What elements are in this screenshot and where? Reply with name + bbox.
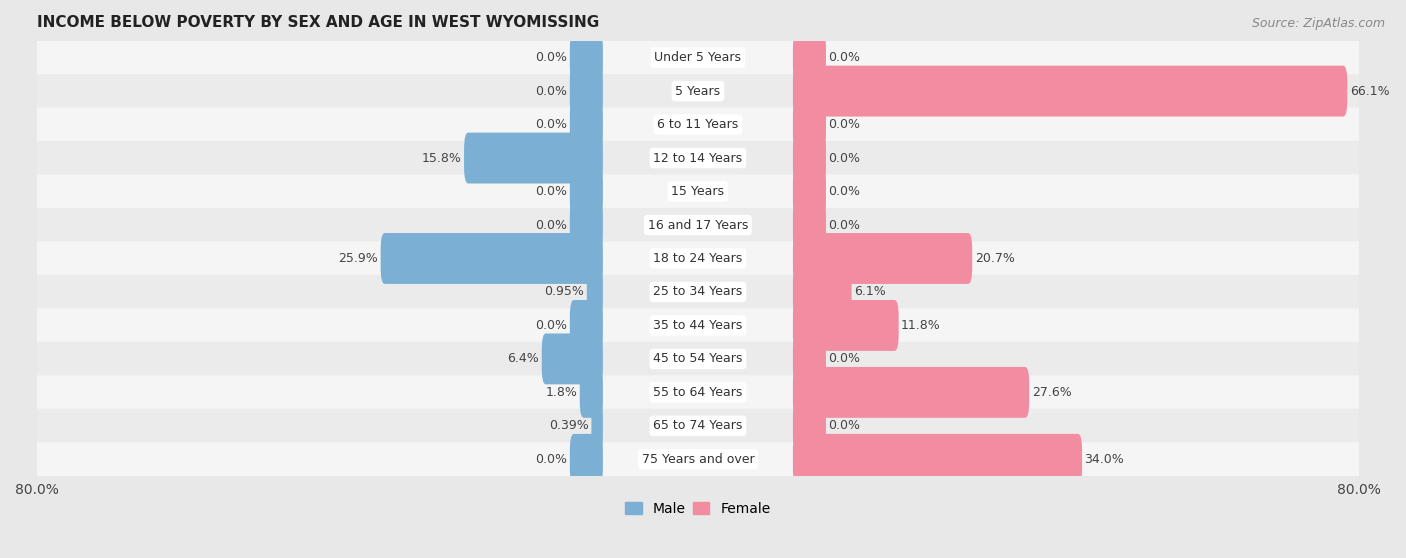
Text: 16 and 17 Years: 16 and 17 Years	[648, 219, 748, 232]
Text: 65 to 74 Years: 65 to 74 Years	[654, 420, 742, 432]
Text: 0.0%: 0.0%	[828, 51, 860, 64]
FancyBboxPatch shape	[793, 300, 898, 351]
FancyBboxPatch shape	[37, 41, 1360, 75]
Text: 0.0%: 0.0%	[828, 420, 860, 432]
FancyBboxPatch shape	[579, 367, 603, 418]
Text: 0.0%: 0.0%	[536, 185, 568, 198]
Text: 15.8%: 15.8%	[422, 152, 461, 165]
FancyBboxPatch shape	[569, 200, 603, 251]
Text: 25 to 34 Years: 25 to 34 Years	[654, 286, 742, 299]
FancyBboxPatch shape	[569, 434, 603, 485]
FancyBboxPatch shape	[37, 108, 1360, 142]
FancyBboxPatch shape	[793, 233, 972, 284]
FancyBboxPatch shape	[37, 242, 1360, 276]
Text: 18 to 24 Years: 18 to 24 Years	[654, 252, 742, 265]
FancyBboxPatch shape	[793, 200, 825, 251]
FancyBboxPatch shape	[586, 267, 603, 318]
Text: 0.95%: 0.95%	[544, 286, 585, 299]
Text: 75 Years and over: 75 Years and over	[641, 453, 754, 466]
FancyBboxPatch shape	[37, 208, 1360, 242]
Text: 15 Years: 15 Years	[672, 185, 724, 198]
Text: 0.0%: 0.0%	[536, 85, 568, 98]
Text: 27.6%: 27.6%	[1032, 386, 1071, 399]
Text: INCOME BELOW POVERTY BY SEX AND AGE IN WEST WYOMISSING: INCOME BELOW POVERTY BY SEX AND AGE IN W…	[37, 15, 599, 30]
Text: 11.8%: 11.8%	[901, 319, 941, 332]
FancyBboxPatch shape	[793, 401, 825, 451]
FancyBboxPatch shape	[37, 275, 1360, 309]
Text: 25.9%: 25.9%	[339, 252, 378, 265]
FancyBboxPatch shape	[37, 175, 1360, 209]
FancyBboxPatch shape	[37, 409, 1360, 443]
Text: 12 to 14 Years: 12 to 14 Years	[654, 152, 742, 165]
Text: Source: ZipAtlas.com: Source: ZipAtlas.com	[1251, 17, 1385, 30]
FancyBboxPatch shape	[37, 74, 1360, 108]
FancyBboxPatch shape	[592, 401, 603, 451]
Text: 0.0%: 0.0%	[536, 118, 568, 131]
FancyBboxPatch shape	[37, 442, 1360, 477]
Text: 0.0%: 0.0%	[536, 219, 568, 232]
Text: 0.0%: 0.0%	[536, 453, 568, 466]
FancyBboxPatch shape	[793, 334, 825, 384]
FancyBboxPatch shape	[37, 342, 1360, 376]
FancyBboxPatch shape	[793, 66, 1347, 117]
FancyBboxPatch shape	[793, 166, 825, 217]
FancyBboxPatch shape	[541, 334, 603, 384]
Text: 0.0%: 0.0%	[828, 118, 860, 131]
Text: 0.0%: 0.0%	[828, 353, 860, 365]
Text: 66.1%: 66.1%	[1350, 85, 1389, 98]
FancyBboxPatch shape	[569, 66, 603, 117]
Text: 35 to 44 Years: 35 to 44 Years	[654, 319, 742, 332]
Text: 6.1%: 6.1%	[853, 286, 886, 299]
FancyBboxPatch shape	[793, 367, 1029, 418]
Text: 34.0%: 34.0%	[1084, 453, 1125, 466]
Text: 20.7%: 20.7%	[974, 252, 1015, 265]
Text: 0.0%: 0.0%	[828, 152, 860, 165]
FancyBboxPatch shape	[37, 309, 1360, 343]
Text: 0.0%: 0.0%	[536, 51, 568, 64]
FancyBboxPatch shape	[464, 133, 603, 184]
Text: 0.0%: 0.0%	[828, 185, 860, 198]
Text: 6.4%: 6.4%	[508, 353, 540, 365]
Text: 6 to 11 Years: 6 to 11 Years	[657, 118, 738, 131]
FancyBboxPatch shape	[569, 166, 603, 217]
Text: 0.0%: 0.0%	[536, 319, 568, 332]
Text: 45 to 54 Years: 45 to 54 Years	[654, 353, 742, 365]
Legend: Male, Female: Male, Female	[620, 496, 776, 521]
FancyBboxPatch shape	[793, 267, 852, 318]
FancyBboxPatch shape	[381, 233, 603, 284]
FancyBboxPatch shape	[793, 99, 825, 150]
FancyBboxPatch shape	[793, 434, 1083, 485]
Text: Under 5 Years: Under 5 Years	[654, 51, 741, 64]
Text: 5 Years: 5 Years	[675, 85, 720, 98]
FancyBboxPatch shape	[37, 376, 1360, 410]
FancyBboxPatch shape	[793, 133, 825, 184]
FancyBboxPatch shape	[569, 300, 603, 351]
FancyBboxPatch shape	[569, 99, 603, 150]
Text: 0.39%: 0.39%	[550, 420, 589, 432]
Text: 1.8%: 1.8%	[546, 386, 578, 399]
Text: 55 to 64 Years: 55 to 64 Years	[654, 386, 742, 399]
FancyBboxPatch shape	[37, 141, 1360, 175]
FancyBboxPatch shape	[569, 32, 603, 83]
Text: 0.0%: 0.0%	[828, 219, 860, 232]
FancyBboxPatch shape	[793, 32, 825, 83]
